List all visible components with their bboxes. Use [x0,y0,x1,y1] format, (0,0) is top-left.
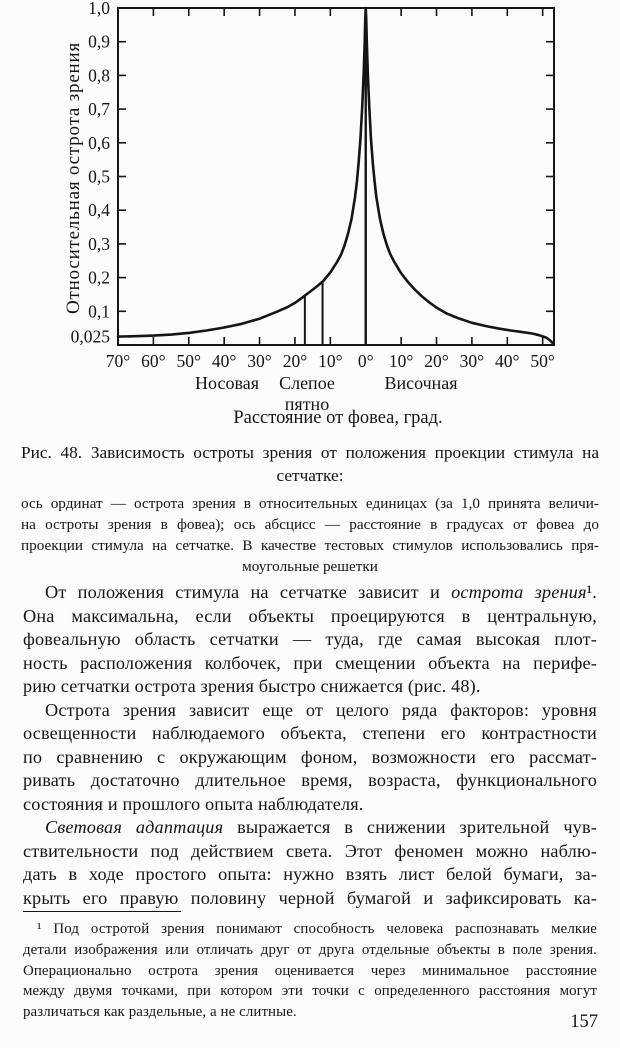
y-tick-label: 0,1 [88,301,110,321]
caption-line: проекции стимула на сетчатке. В качестве… [21,537,599,554]
paragraph-line: освещенности наблюдаемого объекта, степе… [23,723,597,743]
x-tick-label: 10° [318,351,343,371]
x-tick-label: 40° [212,351,237,371]
x-region-label-blindspot-line2: пятно [285,394,329,414]
page-number: 157 [570,1012,598,1032]
x-tick-label: 70° [106,351,131,371]
y-tick-label: 0,2 [88,268,110,288]
caption-line: Рис. 48. Зависимость остроты зрения от п… [21,443,599,462]
text-segment: От положения стимула на сетчатке зависит… [45,582,452,602]
paragraph-line: Она максимальна, если объекты проецируют… [23,605,597,626]
y-tick-label: 0,9 [88,32,110,52]
x-tick-label: 10° [389,351,414,371]
x-tick-label: 20° [283,351,308,371]
y-tick-label: 0,025 [71,327,111,347]
y-tick-label: 1,0 [88,0,110,18]
caption-line: ось ординат — острота зрения в относител… [21,495,599,512]
paragraph-line: рию сетчатки острота зрения быстро снижа… [23,676,481,696]
paragraph-line: дать в ходе простого опыта: нужно взять … [23,864,597,884]
paragraph-line: ность расположения колбочек, при смещени… [23,652,597,673]
y-tick-label: 0,4 [88,200,110,220]
footnote-separator [23,911,181,912]
footnote-line: детали изображения или отличать друг от … [23,941,597,958]
plot-frame [117,7,555,346]
y-tick-label: 0,8 [88,65,110,85]
figure-caption: Рис. 48. Зависимость остроты зрения от п… [21,441,599,577]
y-tick-label: 0,6 [88,133,110,153]
acuity-chart: 70° 60° 50° 40° 30° 20° 10° 0° 10° 20° 30° 40° 50° 1,… [63,0,555,428]
caption-line: на остроты зрения в фовеа); ось абсцисс … [21,516,599,533]
y-tick-label: 0,3 [88,234,110,254]
caption-line: моугольные решетки [242,558,378,575]
italic-term: Световая адаптация [45,817,224,837]
italic-term: острота зрения [451,582,587,602]
x-region-label-temporal: Височная [384,373,457,393]
y-tick-label: 0,7 [88,99,110,119]
body-text: От положения стимула на сетчатке зависит… [23,581,597,910]
paragraph-line: по сравнению с окружающим фоном, возможн… [23,746,597,767]
x-region-label-blindspot-line1: Слепое [279,373,335,393]
y-tick-label: 0,5 [88,167,110,187]
x-tick-label: 60° [141,351,166,371]
footnote-line: между двумя точками, при котором эти точ… [23,983,597,1000]
paragraph-line: ствительности под действием света. Этот … [23,840,597,861]
x-tick-label: 0° [358,351,374,371]
x-tick-label: 30° [247,351,272,371]
acuity-curve [116,6,555,346]
text-segment: выражается в снижении зрительной чув- [223,817,597,837]
x-tick-label: 20° [424,351,449,371]
paragraph-line: состояния и прошлого опыта наблюдателя. [23,793,364,814]
footnote-line: различаться как раздельные, а не слитные… [23,1004,297,1021]
x-tick-label: 30° [460,351,485,371]
footnote: ¹ Под остротой зрения понимают способнос… [23,919,597,1023]
x-axis-title: Расстояние от фовеа, град. [233,408,442,428]
paragraph-line: Острота зрения зависит еще от целого ряд… [45,699,597,720]
x-tick-label: 50° [177,351,202,371]
chart-generated-layer: 70° 60° 50° 40° 30° 20° 10° 0° 10° 20° 30° 40° 50° 1,… [71,0,555,371]
x-tick-label: 50° [530,351,555,371]
paragraph-line: крыть его правую половину черной бумагой… [23,887,597,908]
footnote-line: Операционально острота зрения оцениваетс… [23,962,597,979]
paragraph-line: фовеальную область сетчатки — туда, где … [23,629,597,649]
paragraph-line: ривать достаточно длительное время, возр… [23,770,597,790]
paragraph-line: Световая адаптация выражается в снижении… [23,816,597,840]
footnote-marker: ¹. [586,582,597,602]
x-region-label-nasal: Носовая [195,373,259,393]
x-tick-label: 40° [495,351,520,371]
footnote-line: ¹ Под остротой зрения понимают способнос… [37,921,597,937]
y-axis-title: Относительная острота зрения [63,42,84,314]
caption-line: сетчатке: [276,466,344,485]
paragraph-line: От положения стимула на сетчатке зависит… [23,581,597,605]
